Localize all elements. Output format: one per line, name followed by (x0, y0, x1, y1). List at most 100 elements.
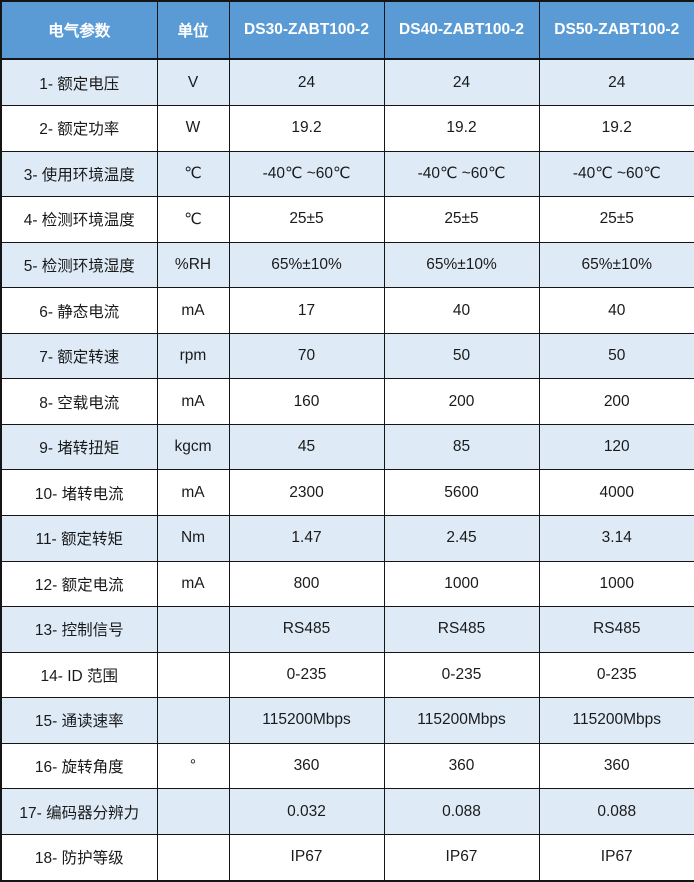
table-row: 12- 额定电流 mA 800 1000 1000 (0, 560, 694, 608)
unit-cell: W (156, 105, 230, 152)
table-row: 15- 通读速率 115200Mbps 115200Mbps 115200Mbp… (0, 697, 694, 744)
header-row: 电气参数 单位 DS30-ZABT100-2 DS40-ZABT100-2 DS… (0, 0, 694, 60)
table-header: 电气参数 单位 DS30-ZABT100-2 DS40-ZABT100-2 DS… (0, 0, 694, 60)
value-cell-ds50: 25±5 (538, 196, 694, 243)
value-cell-ds30: RS485 (228, 606, 385, 653)
table-row: 11- 额定转矩 Nm 1.47 2.45 3.14 (0, 514, 694, 562)
param-cell: 12- 额定电流 (0, 560, 158, 608)
table-row: 9- 堵转扭矩 kgcm 45 85 120 (0, 423, 694, 471)
column-header-unit: 单位 (156, 0, 230, 60)
param-cell: 15- 通读速率 (0, 697, 158, 744)
param-cell: 1- 额定电压 (0, 58, 158, 107)
table-row: 13- 控制信号 RS485 RS485 RS485 (0, 606, 694, 653)
value-cell-ds30: 360 (228, 742, 385, 790)
param-cell: 6- 静态电流 (0, 287, 158, 334)
param-cell: 4- 检测环境温度 (0, 196, 158, 243)
value-cell-ds30: 2300 (228, 469, 385, 516)
unit-cell (156, 697, 230, 744)
value-cell-ds50: 200 (538, 378, 694, 425)
value-cell-ds30: 17 (228, 287, 385, 334)
param-cell: 14- ID 范围 (0, 651, 158, 699)
value-cell-ds40: -40℃ ~60℃ (383, 150, 540, 198)
param-cell: 5- 检测环境湿度 (0, 241, 158, 289)
value-cell-ds40: 85 (383, 423, 540, 471)
unit-cell: V (156, 58, 230, 107)
param-cell: 3- 使用环境温度 (0, 150, 158, 198)
value-cell-ds30: 0.032 (228, 788, 385, 835)
value-cell-ds50: 1000 (538, 560, 694, 608)
table-row: 5- 检测环境湿度 %RH 65%±10% 65%±10% 65%±10% (0, 241, 694, 289)
value-cell-ds30: -40℃ ~60℃ (228, 150, 385, 198)
column-header-model-ds50: DS50-ZABT100-2 (538, 0, 694, 60)
value-cell-ds40: 115200Mbps (383, 697, 540, 744)
unit-cell: mA (156, 378, 230, 425)
value-cell-ds40: 200 (383, 378, 540, 425)
value-cell-ds30: 25±5 (228, 196, 385, 243)
value-cell-ds30: 19.2 (228, 105, 385, 152)
value-cell-ds50: 0.088 (538, 788, 694, 835)
table-row: 6- 静态电流 mA 17 40 40 (0, 287, 694, 334)
param-cell: 13- 控制信号 (0, 606, 158, 653)
unit-cell: Nm (156, 514, 230, 562)
value-cell-ds50: 120 (538, 423, 694, 471)
value-cell-ds30: 70 (228, 332, 385, 380)
unit-cell: %RH (156, 241, 230, 289)
value-cell-ds30: 115200Mbps (228, 697, 385, 744)
table-row: 18- 防护等级 IP67 IP67 IP67 (0, 833, 694, 882)
value-cell-ds30: 1.47 (228, 514, 385, 562)
value-cell-ds40: 40 (383, 287, 540, 334)
table-row: 2- 额定功率 W 19.2 19.2 19.2 (0, 105, 694, 152)
value-cell-ds50: 0-235 (538, 651, 694, 699)
value-cell-ds30: IP67 (228, 833, 385, 882)
value-cell-ds40: 5600 (383, 469, 540, 516)
table-row: 1- 额定电压 V 24 24 24 (0, 58, 694, 107)
value-cell-ds40: IP67 (383, 833, 540, 882)
unit-cell: ℃ (156, 196, 230, 243)
table-row: 3- 使用环境温度 ℃ -40℃ ~60℃ -40℃ ~60℃ -40℃ ~60… (0, 150, 694, 198)
value-cell-ds40: 50 (383, 332, 540, 380)
value-cell-ds40: 360 (383, 742, 540, 790)
unit-cell: kgcm (156, 423, 230, 471)
value-cell-ds30: 45 (228, 423, 385, 471)
table-row: 16- 旋转角度 ° 360 360 360 (0, 742, 694, 790)
table-row: 8- 空载电流 mA 160 200 200 (0, 378, 694, 425)
column-header-param: 电气参数 (0, 0, 158, 60)
unit-cell: mA (156, 287, 230, 334)
unit-cell: mA (156, 469, 230, 516)
param-cell: 7- 额定转速 (0, 332, 158, 380)
value-cell-ds50: 50 (538, 332, 694, 380)
value-cell-ds40: 0.088 (383, 788, 540, 835)
value-cell-ds30: 800 (228, 560, 385, 608)
column-header-model-ds40: DS40-ZABT100-2 (383, 0, 540, 60)
table-row: 17- 编码器分辨力 0.032 0.088 0.088 (0, 788, 694, 835)
value-cell-ds50: 19.2 (538, 105, 694, 152)
value-cell-ds50: IP67 (538, 833, 694, 882)
unit-cell: rpm (156, 332, 230, 380)
param-cell: 10- 堵转电流 (0, 469, 158, 516)
value-cell-ds40: 25±5 (383, 196, 540, 243)
value-cell-ds50: 24 (538, 58, 694, 107)
param-cell: 16- 旋转角度 (0, 742, 158, 790)
value-cell-ds40: 0-235 (383, 651, 540, 699)
param-cell: 2- 额定功率 (0, 105, 158, 152)
value-cell-ds50: 4000 (538, 469, 694, 516)
value-cell-ds30: 160 (228, 378, 385, 425)
value-cell-ds50: 115200Mbps (538, 697, 694, 744)
value-cell-ds50: 3.14 (538, 514, 694, 562)
param-cell: 8- 空载电流 (0, 378, 158, 425)
value-cell-ds40: 65%±10% (383, 241, 540, 289)
param-cell: 11- 额定转矩 (0, 514, 158, 562)
table-body: 1- 额定电压 V 24 24 24 2- 额定功率 W 19.2 19.2 1… (0, 58, 694, 882)
param-cell: 18- 防护等级 (0, 833, 158, 882)
table-row: 7- 额定转速 rpm 70 50 50 (0, 332, 694, 380)
unit-cell (156, 651, 230, 699)
value-cell-ds50: 360 (538, 742, 694, 790)
table-row: 14- ID 范围 0-235 0-235 0-235 (0, 651, 694, 699)
column-header-model-ds30: DS30-ZABT100-2 (228, 0, 385, 60)
value-cell-ds40: 24 (383, 58, 540, 107)
unit-cell (156, 833, 230, 882)
value-cell-ds30: 24 (228, 58, 385, 107)
value-cell-ds50: -40℃ ~60℃ (538, 150, 694, 198)
value-cell-ds50: 65%±10% (538, 241, 694, 289)
unit-cell (156, 606, 230, 653)
